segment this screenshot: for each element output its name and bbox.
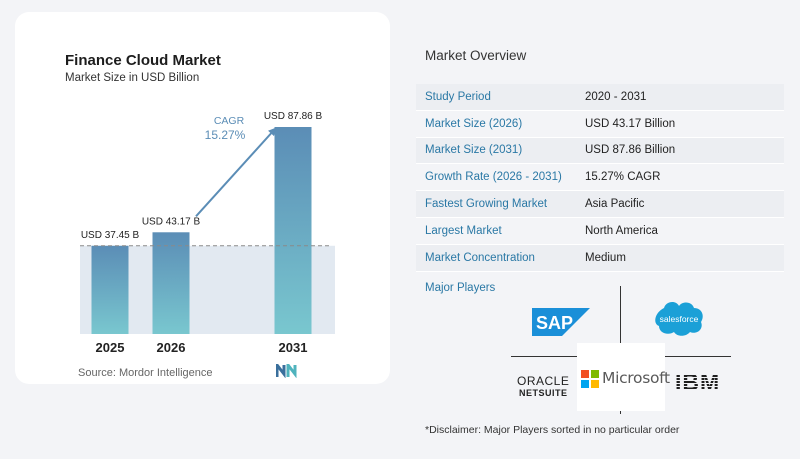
overview-row-study-period: Study Period 2020 - 2031 <box>416 84 784 111</box>
overview-table: Study Period 2020 - 2031 Market Size (20… <box>416 84 784 272</box>
cagr-value: 15.27% <box>205 128 246 142</box>
cagr-arrow <box>195 127 277 217</box>
overview-row-growth-rate: Growth Rate (2026 - 2031) 15.27% CAGR <box>416 164 784 192</box>
oracle-netsuite-logo: ORACLE NETSUITE <box>517 374 569 398</box>
oracle-logo-text: ORACLE <box>517 374 570 388</box>
overview-value: 2020 - 2031 <box>585 90 647 103</box>
sap-logo-text: SAP <box>536 313 573 333</box>
overview-label: Largest Market <box>425 224 502 237</box>
microsoft-logo: Microsoft <box>577 343 670 411</box>
x-tick-label: 2026 <box>157 340 186 355</box>
bar-2031 <box>274 127 312 334</box>
microsoft-logo-text: Microsoft <box>602 369 670 387</box>
overview-label: Fastest Growing Market <box>425 198 548 211</box>
overview-row-fastest-growing: Fastest Growing Market Asia Pacific <box>416 191 784 218</box>
overview-label: Market Concentration <box>425 251 535 264</box>
overview-value: Asia Pacific <box>585 198 645 211</box>
overview-label: Study Period <box>425 90 491 103</box>
chart-title: Finance Cloud Market <box>65 52 221 69</box>
sap-logo: SAP <box>532 308 590 336</box>
overview-value: 15.27% CAGR <box>585 171 661 184</box>
overview-value: USD 43.17 Billion <box>585 117 676 130</box>
overview-row-concentration: Market Concentration Medium <box>416 244 784 272</box>
netsuite-logo-text: NETSUITE <box>519 388 568 398</box>
bar-2026 <box>152 232 190 334</box>
bar-2025 <box>91 245 129 334</box>
chart-source: Source: Mordor Intelligence <box>78 367 213 379</box>
overview-value: USD 87.86 Billion <box>585 144 676 157</box>
ibm-logo: IBM <box>675 369 720 393</box>
overview-label: Market Size (2031) <box>425 144 523 157</box>
overview-row-largest-market: Largest Market North America <box>416 217 784 245</box>
overview-row-market-size-2026: Market Size (2026) USD 43.17 Billion <box>416 110 784 138</box>
players-title: Major Players <box>425 282 496 294</box>
salesforce-logo-text: salesforce <box>660 314 699 324</box>
overview-label: Growth Rate (2026 - 2031) <box>425 171 562 184</box>
data-label: USD 37.45 B <box>81 230 140 241</box>
chart-subtitle: Market Size in USD Billion <box>65 72 200 84</box>
overview-value: Medium <box>585 251 626 264</box>
salesforce-logo: salesforce <box>655 302 703 336</box>
microsoft-squares-icon <box>581 370 599 388</box>
overview-row-market-size-2031: Market Size (2031) USD 87.86 Billion <box>416 137 784 165</box>
disclaimer: *Disclaimer: Major Players sorted in no … <box>425 424 680 436</box>
data-label: USD 87.86 B <box>264 111 323 122</box>
mordor-intelligence-logo <box>276 364 297 378</box>
x-tick-label: 2031 <box>279 340 308 355</box>
cagr-label: CAGR <box>214 115 245 127</box>
overview-title: Market Overview <box>425 48 527 63</box>
x-tick-label: 2025 <box>96 340 125 355</box>
overview-label: Market Size (2026) <box>425 117 523 130</box>
ibm-logo-text: IBM <box>675 369 720 393</box>
data-label: USD 43.17 B <box>142 216 201 227</box>
overview-value: North America <box>585 224 658 237</box>
